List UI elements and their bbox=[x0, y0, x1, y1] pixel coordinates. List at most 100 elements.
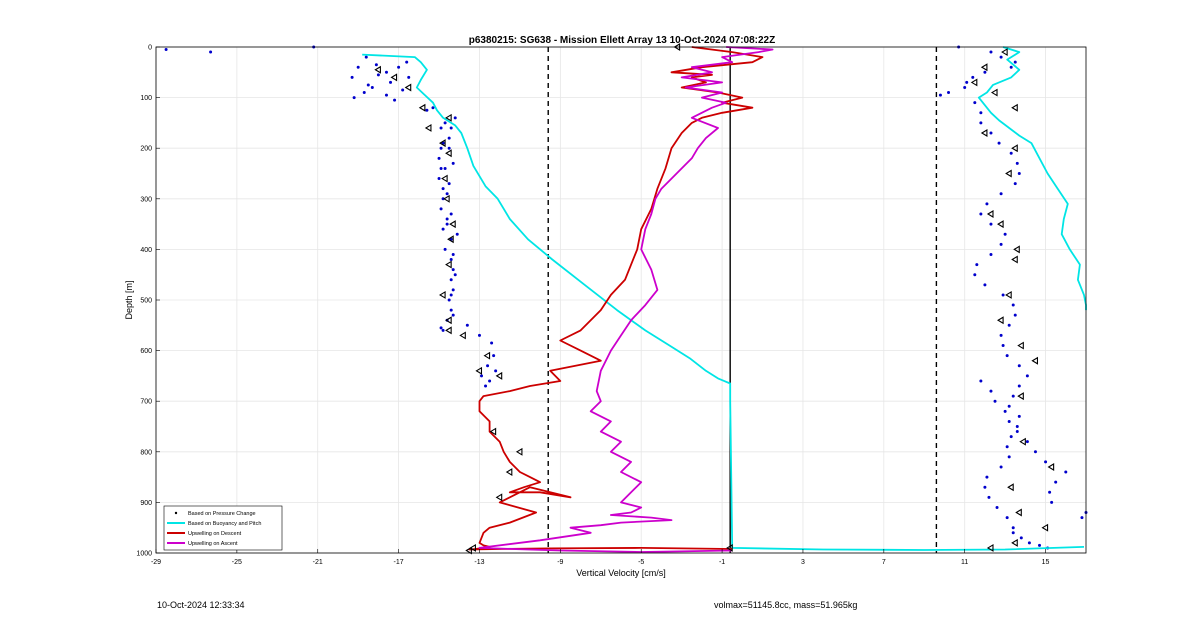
data-point bbox=[384, 93, 388, 97]
data-point bbox=[465, 323, 469, 327]
data-point bbox=[389, 80, 393, 84]
triangle-marker bbox=[515, 447, 523, 456]
data-point bbox=[1005, 516, 1009, 520]
triangle-marker bbox=[1007, 483, 1014, 492]
data-point bbox=[374, 63, 378, 67]
y-tick-label: 500 bbox=[140, 298, 152, 305]
data-point bbox=[364, 55, 368, 59]
triangle-marker bbox=[495, 371, 503, 380]
data-point bbox=[370, 85, 374, 89]
triangle-marker bbox=[390, 73, 398, 82]
y-tick-label: 100 bbox=[140, 95, 152, 102]
data-point bbox=[445, 222, 449, 226]
y-tick-label: 300 bbox=[140, 196, 152, 203]
triangle-marker bbox=[418, 103, 426, 112]
data-point bbox=[993, 399, 997, 403]
triangle-marker bbox=[469, 543, 476, 552]
data-point bbox=[1017, 384, 1021, 388]
y-tick-label: 700 bbox=[140, 399, 152, 406]
legend-label: Upwelling on Ascent bbox=[188, 541, 238, 547]
y-tick-label: 200 bbox=[140, 146, 152, 153]
data-point bbox=[439, 126, 443, 130]
triangle-marker bbox=[970, 78, 978, 87]
data-point bbox=[439, 326, 443, 330]
data-point bbox=[987, 495, 991, 499]
data-point bbox=[1007, 419, 1011, 423]
footer-volmax-mass: volmax=51145.8cc, mass=51.965kg bbox=[714, 600, 858, 610]
data-point bbox=[999, 192, 1003, 196]
data-point bbox=[437, 156, 441, 160]
data-point bbox=[1080, 516, 1084, 520]
data-point bbox=[1017, 414, 1021, 418]
triangle-marker bbox=[1011, 255, 1018, 264]
data-point bbox=[425, 108, 429, 112]
triangle-marker bbox=[986, 543, 994, 552]
data-point bbox=[979, 111, 983, 115]
data-point bbox=[1007, 323, 1011, 327]
triangle-marker bbox=[1031, 356, 1039, 365]
triangle-marker bbox=[445, 113, 452, 122]
data-point bbox=[989, 252, 993, 256]
chart-title: p6380215: SG638 - Mission Ellett Array 1… bbox=[469, 35, 775, 46]
triangle-marker bbox=[495, 493, 503, 502]
data-point bbox=[449, 258, 453, 262]
data-point bbox=[405, 60, 409, 64]
x-tick-label: -1 bbox=[719, 559, 725, 566]
data-point bbox=[447, 136, 451, 140]
x-tick-label: -9 bbox=[557, 559, 563, 566]
data-point bbox=[451, 288, 455, 292]
triangle-marker bbox=[997, 316, 1004, 325]
legend-label: Based on Buoyancy and Pitch bbox=[188, 521, 261, 527]
y-tick-label: 400 bbox=[140, 247, 152, 254]
triangle-marker bbox=[1015, 508, 1022, 517]
x-tick-label: -5 bbox=[638, 559, 644, 566]
data-point bbox=[490, 341, 494, 345]
data-point bbox=[443, 121, 447, 125]
data-point bbox=[1011, 531, 1015, 535]
data-point bbox=[999, 333, 1003, 337]
triangle-marker bbox=[1001, 48, 1008, 57]
triangle-marker bbox=[990, 88, 998, 97]
y-tick-label: 600 bbox=[140, 348, 152, 355]
triangle-marker bbox=[374, 65, 381, 74]
data-point bbox=[1001, 293, 1005, 297]
data-point bbox=[443, 166, 447, 170]
triangle-marker bbox=[445, 149, 452, 158]
data-point bbox=[441, 328, 445, 332]
data-point bbox=[449, 293, 453, 297]
data-point bbox=[449, 278, 453, 282]
triangle-marker bbox=[424, 123, 432, 132]
series-line bbox=[362, 53, 1085, 551]
data-point bbox=[1011, 394, 1015, 398]
plot-area bbox=[164, 43, 1088, 555]
data-point bbox=[477, 333, 481, 337]
data-point bbox=[376, 73, 380, 77]
x-tick-label: -13 bbox=[474, 559, 484, 566]
data-point bbox=[356, 65, 360, 69]
data-point bbox=[451, 252, 455, 256]
data-point bbox=[437, 177, 441, 181]
data-point bbox=[441, 227, 445, 231]
x-tick-label: -17 bbox=[394, 559, 404, 566]
data-point bbox=[1025, 440, 1029, 444]
data-point bbox=[989, 222, 993, 226]
data-point bbox=[983, 70, 987, 74]
data-point bbox=[973, 273, 977, 277]
data-point bbox=[989, 389, 993, 393]
x-tick-label: -29 bbox=[151, 559, 161, 566]
triangle-marker bbox=[726, 543, 733, 552]
data-point bbox=[975, 263, 979, 267]
data-point bbox=[1048, 490, 1052, 494]
data-point bbox=[451, 268, 455, 272]
y-tick-label: 800 bbox=[140, 449, 152, 456]
triangle-marker bbox=[1047, 463, 1055, 471]
data-point bbox=[1013, 182, 1017, 186]
data-point bbox=[1027, 541, 1031, 545]
data-point bbox=[1007, 455, 1011, 459]
data-point bbox=[488, 379, 492, 383]
data-point bbox=[397, 65, 401, 69]
triangle-marker bbox=[465, 546, 472, 555]
data-point bbox=[973, 101, 977, 105]
data-point bbox=[401, 88, 405, 92]
